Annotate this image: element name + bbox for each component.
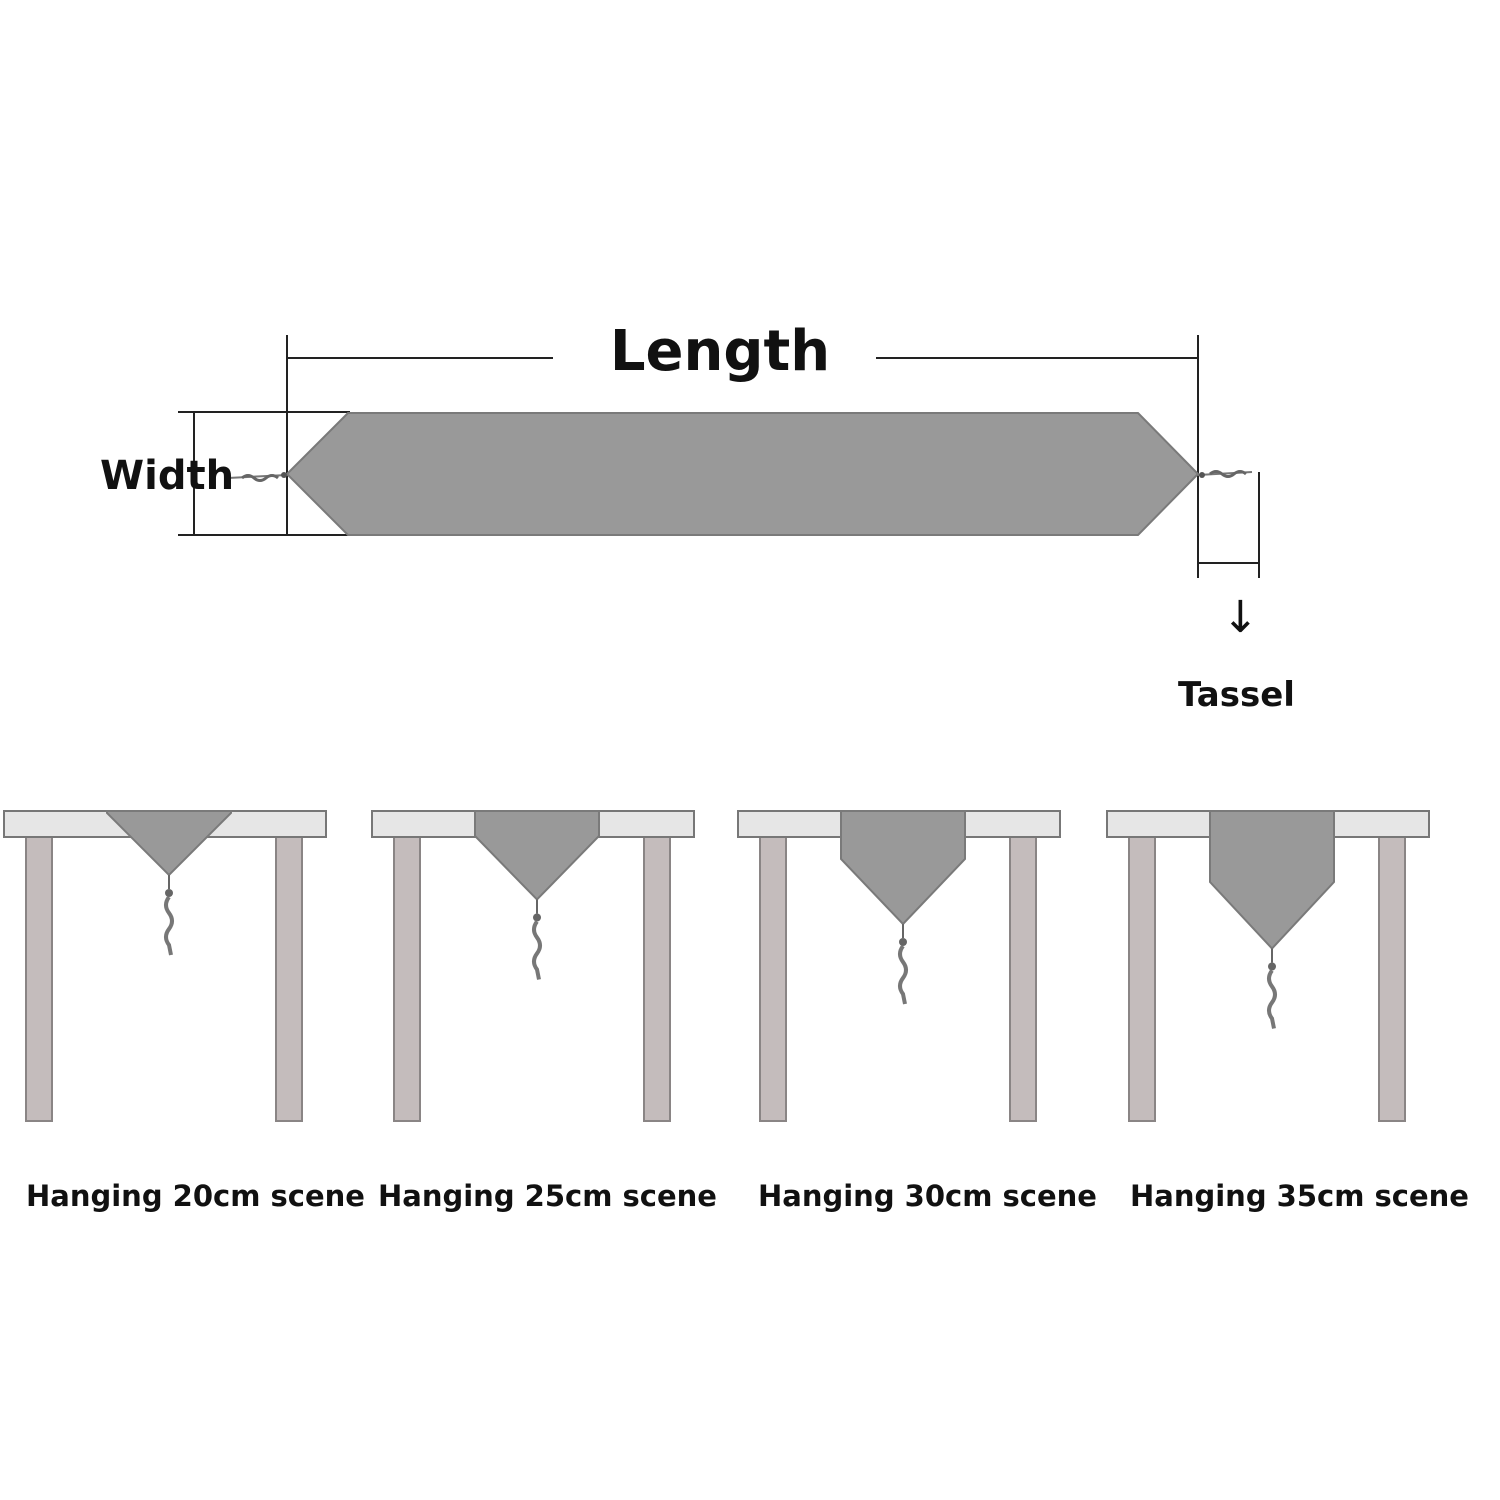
length-label: Length: [609, 319, 831, 384]
hanging-runner: [1209, 810, 1335, 950]
scene-caption-20cm: Hanging 20cm scene: [26, 1179, 365, 1213]
table-leg-right: [1009, 836, 1037, 1122]
tassel-fringe-icon: [1267, 969, 1277, 1029]
table-leg-left: [393, 836, 421, 1122]
scene-caption-25cm: Hanging 25cm scene: [378, 1179, 717, 1213]
table-leg-left: [759, 836, 787, 1122]
tassel-bead: [165, 889, 173, 897]
table-leg-right: [1378, 836, 1406, 1122]
hanging-scenes: [3, 810, 1430, 1122]
hanging-runner: [106, 810, 232, 877]
tassel-label: Tassel: [1178, 675, 1295, 715]
tassel-fringe-icon: [532, 920, 542, 980]
table-runner: [285, 412, 1200, 536]
hanging-runner: [840, 810, 966, 926]
tassel-bead: [899, 938, 907, 946]
tassel-fringe-icon: [898, 944, 908, 1005]
scene-caption-35cm: Hanging 35cm scene: [1130, 1179, 1469, 1213]
tassel-fringe-icon: [164, 895, 174, 956]
right-tassel-icon: [1197, 470, 1253, 478]
table-leg-right: [643, 836, 671, 1122]
hanging-runner: [474, 810, 600, 901]
table-leg-left: [1128, 836, 1156, 1122]
scene-caption-30cm: Hanging 30cm scene: [758, 1179, 1097, 1213]
down-arrow-icon: ↓: [1222, 592, 1259, 643]
table-leg-right: [275, 836, 303, 1122]
width-label: Width: [100, 453, 235, 499]
table-leg-left: [25, 836, 53, 1122]
tassel-bead: [533, 913, 541, 922]
tassel-bead: [1268, 962, 1276, 971]
runner-dimension-drawing: [178, 335, 1260, 578]
left-tassel-icon: [227, 472, 288, 482]
